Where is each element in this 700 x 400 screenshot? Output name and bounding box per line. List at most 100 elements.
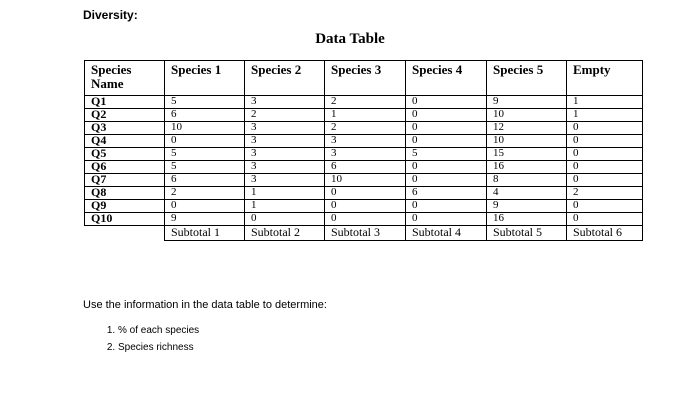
- table-cell: 0: [405, 160, 487, 174]
- table-cell: 10: [486, 134, 567, 148]
- row-label: Q2: [84, 108, 165, 122]
- table-row: Q4 0 3 3 0 10 0: [84, 134, 643, 148]
- table-cell: 2: [566, 186, 643, 200]
- table-cell: 15: [486, 147, 567, 161]
- table-cell: 0: [405, 212, 487, 226]
- column-header-empty: Empty: [566, 60, 643, 96]
- column-header-species-3: Species 3: [324, 60, 406, 96]
- row-label: Q6: [84, 160, 165, 174]
- table-cell: 2: [244, 108, 325, 122]
- table-cell: 2: [164, 186, 245, 200]
- table-cell: 10: [486, 108, 567, 122]
- table-cell: 0: [244, 212, 325, 226]
- table-cell: 1: [566, 108, 643, 122]
- table-cell: 0: [405, 199, 487, 213]
- table-cell: 3: [324, 134, 406, 148]
- task-list: % of each species Species richness: [83, 322, 199, 356]
- task-item-percent-species: % of each species: [118, 322, 199, 339]
- table-cell: 0: [164, 134, 245, 148]
- table-row: Q8 2 1 0 6 4 2: [84, 186, 643, 200]
- table-cell: 3: [244, 160, 325, 174]
- data-table: Species Name Species 1 Species 2 Species…: [84, 60, 643, 241]
- table-cell: 1: [244, 186, 325, 200]
- table-cell: 0: [566, 212, 643, 226]
- table-cell: 0: [405, 173, 487, 187]
- table-row: Q7 6 3 10 0 8 0: [84, 173, 643, 187]
- row-label: Q4: [84, 134, 165, 148]
- table-cell: 0: [324, 186, 406, 200]
- table-body: Q1 5 3 2 0 9 1 Q2 6 2 1 0 10 1 Q3 10 3 2 0 12 0 Q4 0 3 3 0 10 0 Q5 5 3…: [84, 95, 643, 241]
- table-cell: 3: [244, 147, 325, 161]
- subtotal-cell: Subtotal 3: [324, 225, 406, 241]
- table-cell: 0: [405, 95, 487, 109]
- table-title: Data Table: [315, 31, 385, 47]
- table-cell: 5: [164, 95, 245, 109]
- column-header-species-2: Species 2: [244, 60, 325, 96]
- table-cell: 0: [566, 147, 643, 161]
- table-cell: 3: [244, 134, 325, 148]
- table-cell: 6: [324, 160, 406, 174]
- table-header-row: Species Name Species 1 Species 2 Species…: [84, 60, 643, 96]
- table-row: Q2 6 2 1 0 10 1: [84, 108, 643, 122]
- table-cell: 0: [405, 134, 487, 148]
- subtotal-blank-cell: [84, 225, 165, 241]
- table-cell: 2: [324, 95, 406, 109]
- table-cell: 5: [405, 147, 487, 161]
- table-cell: 9: [164, 212, 245, 226]
- table-cell: 8: [486, 173, 567, 187]
- table-row: Q6 5 3 6 0 16 0: [84, 160, 643, 174]
- row-label: Q5: [84, 147, 165, 161]
- table-cell: 1: [244, 199, 325, 213]
- table-cell: 0: [566, 134, 643, 148]
- column-header-species-4: Species 4: [405, 60, 487, 96]
- table-cell: 0: [405, 121, 487, 135]
- table-cell: 0: [566, 173, 643, 187]
- column-header-species-1: Species 1: [164, 60, 245, 96]
- table-cell: 10: [324, 173, 406, 187]
- row-label: Q10: [84, 212, 165, 226]
- table-cell: 3: [244, 173, 325, 187]
- table-cell: 3: [244, 121, 325, 135]
- table-cell: 5: [164, 147, 245, 161]
- subtotal-cell: Subtotal 5: [486, 225, 567, 241]
- table-row: Q10 9 0 0 0 16 0: [84, 212, 643, 226]
- table-cell: 0: [566, 199, 643, 213]
- table-row: Q3 10 3 2 0 12 0: [84, 121, 643, 135]
- table-cell: 9: [486, 95, 567, 109]
- table-cell: 3: [244, 95, 325, 109]
- subtotal-cell: Subtotal 2: [244, 225, 325, 241]
- table-cell: 0: [164, 199, 245, 213]
- table-cell: 1: [566, 95, 643, 109]
- table-cell: 4: [486, 186, 567, 200]
- table-cell: 6: [405, 186, 487, 200]
- table-cell: 0: [566, 160, 643, 174]
- subtotal-row: Subtotal 1 Subtotal 2 Subtotal 3 Subtotal 4…: [84, 225, 643, 241]
- table-cell: 0: [324, 212, 406, 226]
- table-cell: 16: [486, 212, 567, 226]
- task-item-species-richness: Species richness: [118, 339, 199, 356]
- table-row: Q9 0 1 0 0 9 0: [84, 199, 643, 213]
- table-cell: 5: [164, 160, 245, 174]
- row-label: Q1: [84, 95, 165, 109]
- table-cell: 9: [486, 199, 567, 213]
- subtotal-cell: Subtotal 6: [566, 225, 643, 241]
- table-cell: 6: [164, 173, 245, 187]
- table-cell: 3: [324, 147, 406, 161]
- row-label: Q9: [84, 199, 165, 213]
- table-cell: 0: [324, 199, 406, 213]
- table-cell: 2: [324, 121, 406, 135]
- row-label: Q3: [84, 121, 165, 135]
- row-label: Q7: [84, 173, 165, 187]
- column-header-species-name: Species Name: [84, 60, 165, 96]
- table-cell: 16: [486, 160, 567, 174]
- table-cell: 0: [405, 108, 487, 122]
- instructions-text: Use the information in the data table to…: [83, 299, 327, 311]
- row-label: Q8: [84, 186, 165, 200]
- column-header-species-5: Species 5: [486, 60, 567, 96]
- subtotal-cell: Subtotal 4: [405, 225, 487, 241]
- table-cell: 0: [566, 121, 643, 135]
- table-cell: 6: [164, 108, 245, 122]
- table-cell: 10: [164, 121, 245, 135]
- table-row: Q5 5 3 3 5 15 0: [84, 147, 643, 161]
- table-row: Q1 5 3 2 0 9 1: [84, 95, 643, 109]
